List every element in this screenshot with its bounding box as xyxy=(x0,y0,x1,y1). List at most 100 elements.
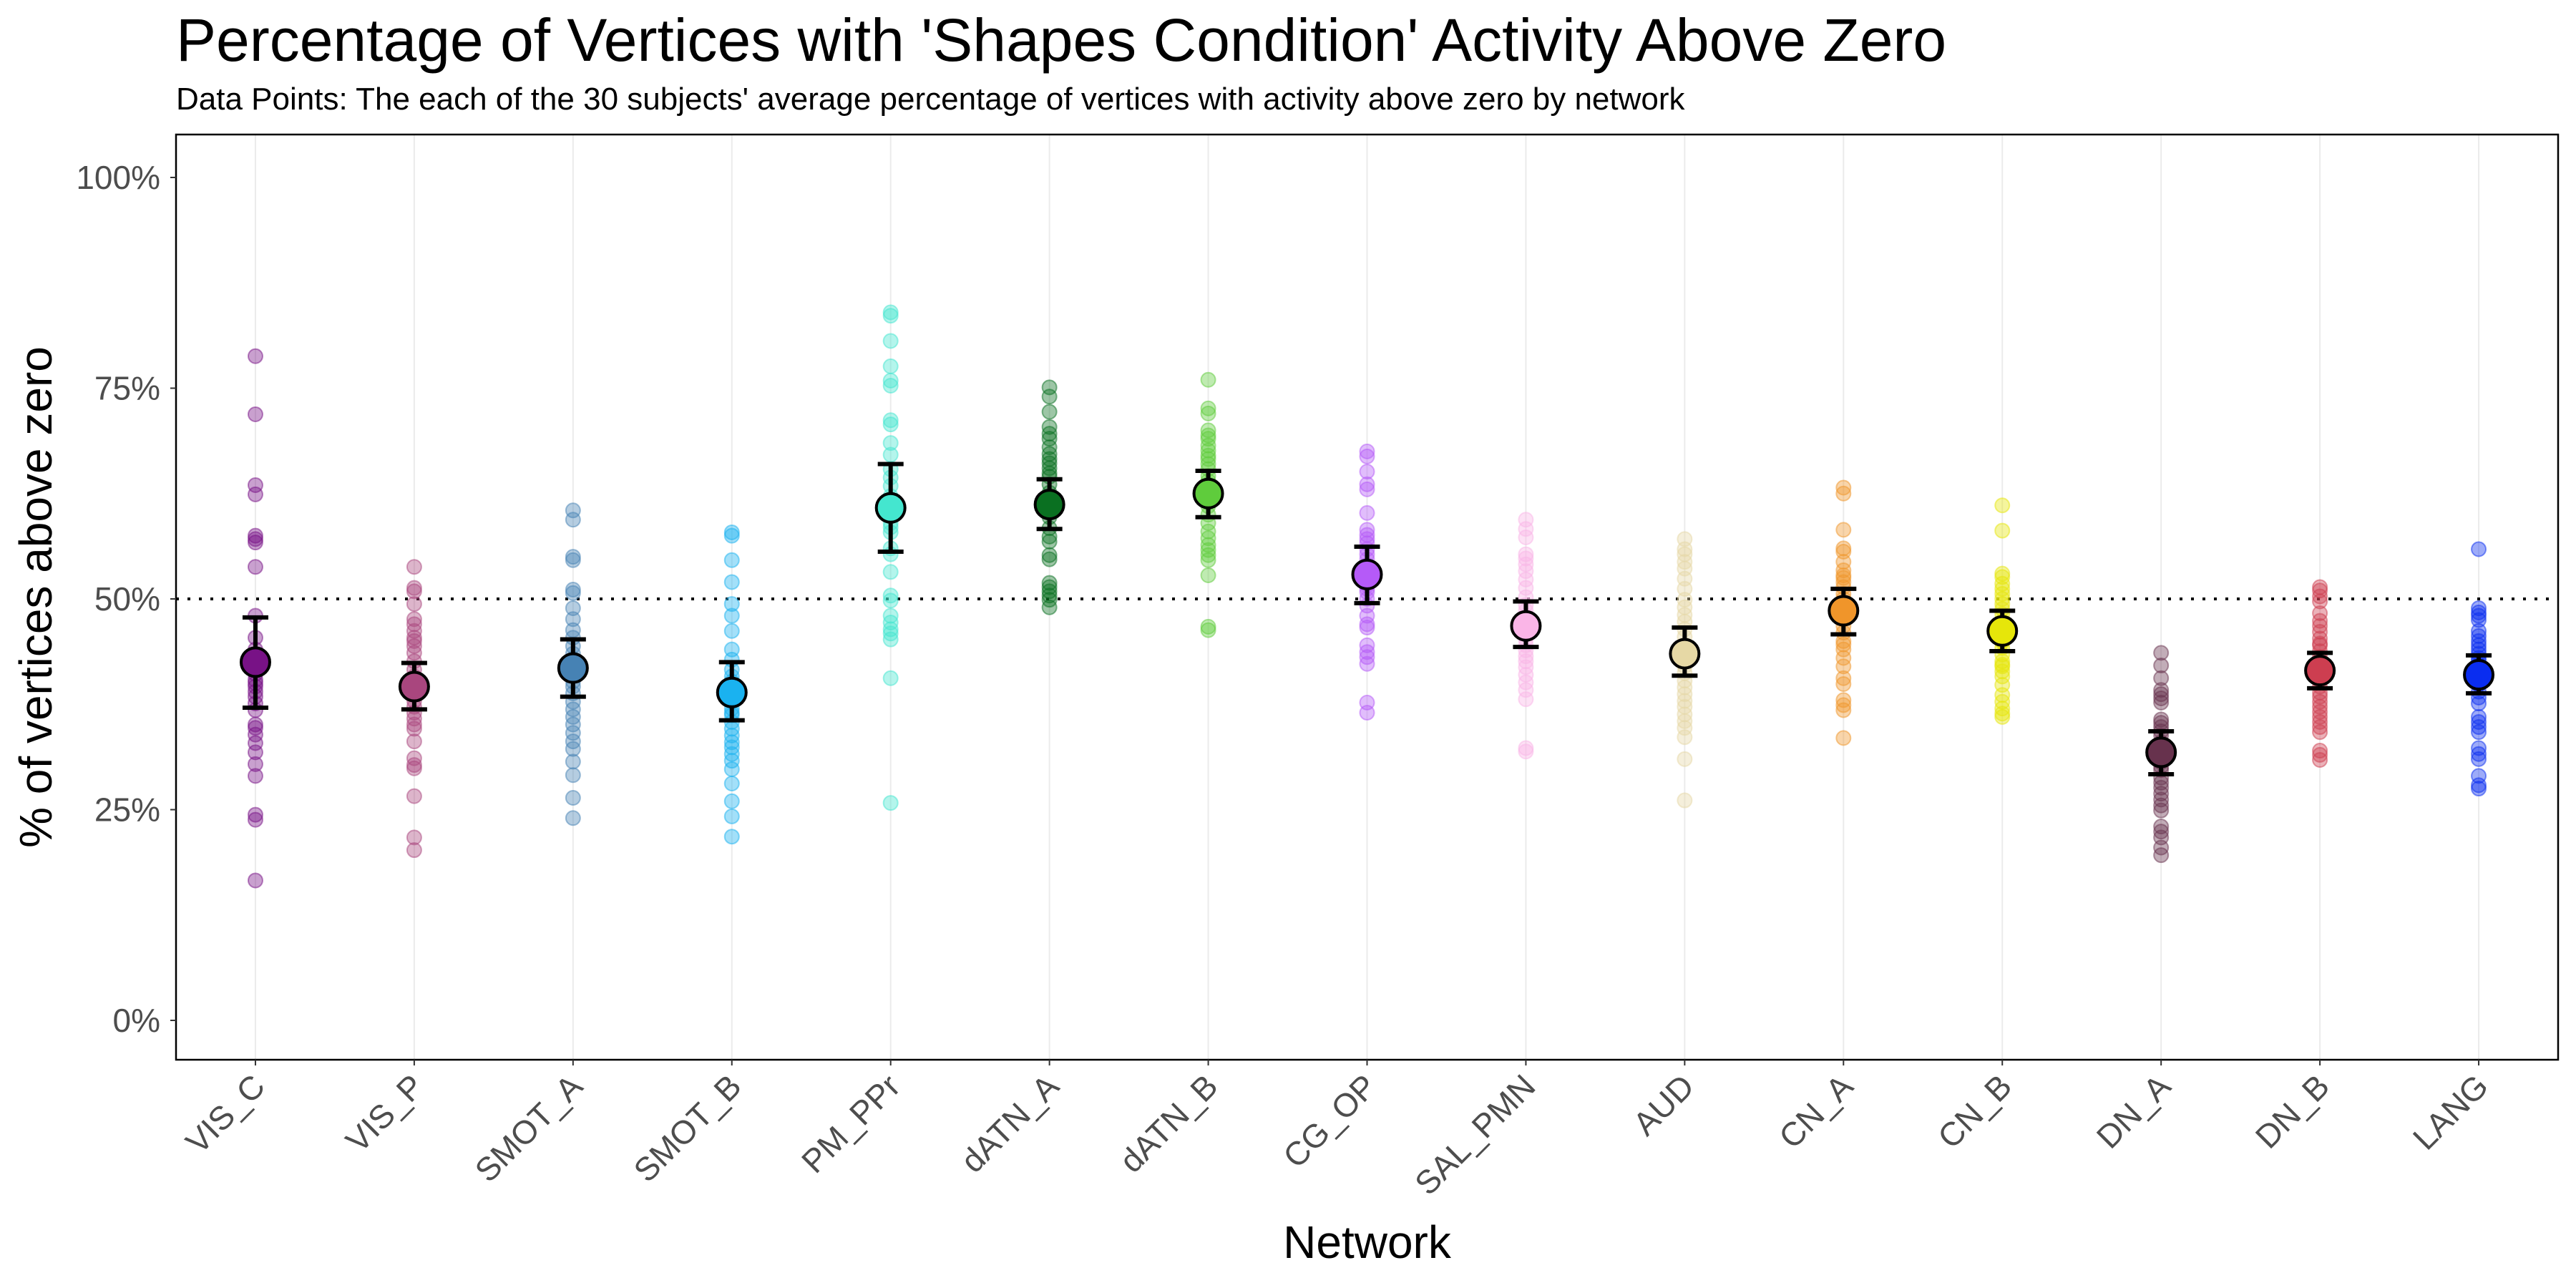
mean-markers xyxy=(239,477,2495,769)
subject-point xyxy=(723,761,740,777)
subject-point xyxy=(1041,431,1058,447)
subject-point xyxy=(565,725,581,741)
subject-point xyxy=(2471,637,2487,653)
subject-point xyxy=(723,552,740,568)
subject-point xyxy=(1677,541,1693,557)
subject-point xyxy=(1835,670,1852,686)
subject-point xyxy=(1359,481,1375,497)
subject-point xyxy=(723,775,740,791)
subject-point xyxy=(1359,620,1375,636)
subject-point xyxy=(882,435,899,452)
mean-marker xyxy=(2145,736,2177,769)
subject-point xyxy=(2471,751,2487,767)
subject-point xyxy=(2153,786,2170,802)
subject-point xyxy=(723,596,740,613)
mean-marker xyxy=(1986,615,2019,647)
x-tick-label: SAL_PMN xyxy=(1407,1067,1543,1202)
subject-point xyxy=(1359,504,1375,521)
subject-point xyxy=(1200,547,1216,563)
subject-point xyxy=(882,670,899,686)
subject-point xyxy=(723,829,740,845)
subject-point xyxy=(723,753,740,769)
y-axis: 0% 25% 50% 75% 100% xyxy=(76,159,176,1039)
x-tick-label: SMOT_A xyxy=(467,1067,590,1189)
subject-point xyxy=(882,416,899,433)
subject-point xyxy=(2312,635,2328,652)
subject-point xyxy=(1835,485,1852,502)
mean-marker xyxy=(2463,659,2495,691)
subject-point xyxy=(1200,371,1216,388)
x-tick-label: DN_A xyxy=(2089,1067,2178,1156)
subject-point xyxy=(2153,694,2170,711)
subject-point xyxy=(406,596,422,613)
mean-marker xyxy=(716,676,748,708)
subject-point xyxy=(1835,650,1852,666)
subject-point xyxy=(2312,593,2328,610)
x-tick-label: CN_B xyxy=(1931,1067,2019,1156)
subject-point xyxy=(406,721,422,737)
subject-point xyxy=(882,372,899,389)
subject-point xyxy=(1994,701,2011,717)
subject-point xyxy=(882,592,899,609)
subject-point xyxy=(565,767,581,784)
subject-point xyxy=(2153,686,2170,703)
subject-point xyxy=(565,600,581,616)
subject-point xyxy=(565,512,581,528)
subject-point xyxy=(2312,751,2328,768)
subject-point xyxy=(1518,691,1534,708)
subject-point xyxy=(406,760,422,776)
subject-point xyxy=(565,716,581,733)
subject-point xyxy=(565,810,581,826)
y-tick-label: 0% xyxy=(113,1002,160,1039)
subject-point xyxy=(1835,702,1852,718)
subject-point xyxy=(1835,479,1852,496)
subject-point xyxy=(247,406,263,423)
subject-point xyxy=(2471,633,2487,649)
subject-point xyxy=(1041,533,1058,550)
subject-point xyxy=(723,527,740,544)
subject-point xyxy=(2153,691,2170,707)
subject-point xyxy=(565,753,581,770)
y-tick-label: 50% xyxy=(94,580,160,618)
subject-point xyxy=(1835,522,1852,538)
subject-point xyxy=(247,806,263,823)
x-tick-label: CG_OP xyxy=(1276,1067,1384,1175)
subject-point xyxy=(2312,588,2328,605)
subject-point xyxy=(247,486,263,502)
subject-point xyxy=(247,559,263,575)
subject-point xyxy=(1677,751,1693,767)
subject-point xyxy=(1041,426,1058,442)
subject-point xyxy=(882,795,899,811)
subject-point xyxy=(1359,476,1375,492)
subject-point xyxy=(1518,530,1534,546)
subject-point xyxy=(882,564,899,580)
subject-point xyxy=(1994,497,2011,514)
subject-point xyxy=(723,574,740,590)
subject-point xyxy=(882,625,899,642)
subject-point xyxy=(1518,550,1534,567)
subject-point xyxy=(1041,599,1058,615)
x-tick-label: CN_A xyxy=(1772,1067,1860,1156)
y-axis-title: % of vertices above zero xyxy=(10,346,62,848)
mean-marker xyxy=(1033,489,1065,521)
mean-marker xyxy=(2304,655,2336,687)
subject-point xyxy=(882,333,899,349)
subject-point xyxy=(2471,777,2487,794)
subject-point xyxy=(2153,645,2170,661)
subject-point xyxy=(1518,653,1534,670)
subject-point xyxy=(1677,729,1693,746)
x-tick-label: dATN_A xyxy=(953,1067,1066,1180)
subject-point xyxy=(565,790,581,806)
subject-point xyxy=(723,623,740,639)
subject-point xyxy=(2312,618,2328,634)
subject-point xyxy=(2153,802,2170,819)
subject-point xyxy=(1359,443,1375,459)
subject-point xyxy=(247,726,263,743)
subject-point xyxy=(247,756,263,772)
subject-point xyxy=(2312,719,2328,736)
subject-point xyxy=(1518,743,1534,760)
x-tick-label: dATN_B xyxy=(1112,1067,1224,1179)
x-tick-label: PM_PPr xyxy=(794,1067,907,1180)
subject-point xyxy=(882,587,899,604)
subject-point xyxy=(1835,641,1852,658)
